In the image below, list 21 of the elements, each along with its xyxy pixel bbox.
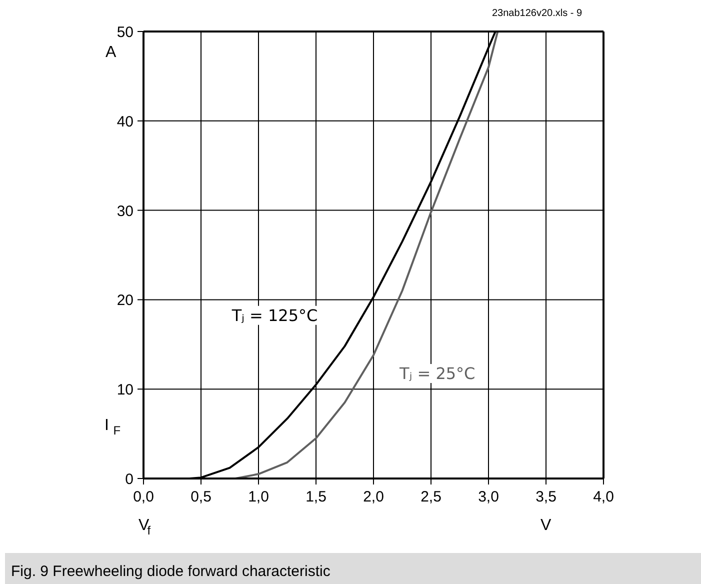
x-tick-label: 1,0: [248, 488, 269, 506]
text: 23nab126v20.xls - 9: [492, 8, 582, 19]
x-tick-label: 3,0: [478, 488, 499, 506]
y-tick-label: 10: [116, 382, 134, 399]
text: V: [540, 517, 552, 534]
x-tick-label: 2,5: [420, 488, 442, 506]
y-tick-label: 30: [116, 202, 134, 220]
x-tick-label: 2,0: [363, 488, 384, 506]
y-tick-label: 50: [116, 24, 134, 41]
x-tick-label: 0,0: [133, 488, 154, 506]
x-tick-label: 1,5: [306, 488, 326, 506]
text: Fig. 9 Freewheeling diode forward characteristic: [11, 562, 330, 582]
y-tick-label: 40: [116, 113, 134, 130]
y-tick-label: 0: [125, 471, 134, 488]
text: Tⱼ = 125°C: [230, 306, 318, 325]
series-label: Tⱼ = 25°C: [398, 364, 476, 383]
x-tick-label: 3,5: [536, 488, 556, 506]
y-tick-label: 20: [116, 292, 134, 310]
text: A: [106, 44, 116, 61]
x-tick-label: 4,0: [593, 488, 614, 506]
x-tick-label: 0,5: [190, 488, 212, 506]
